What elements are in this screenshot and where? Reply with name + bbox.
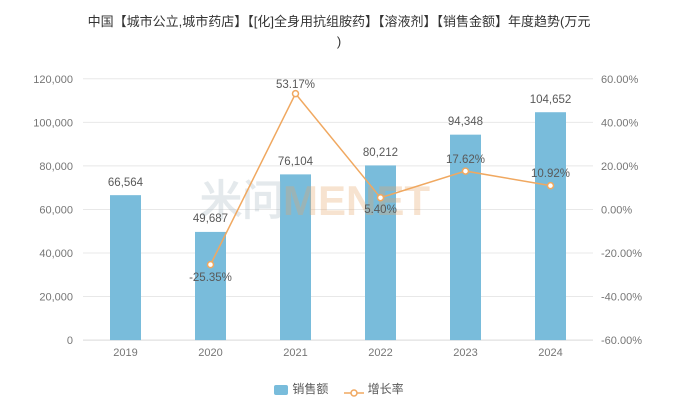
svg-text:2024: 2024 (538, 347, 562, 359)
svg-text:80,212: 80,212 (363, 147, 398, 159)
svg-text:-25.35%: -25.35% (189, 272, 232, 284)
svg-text:2022: 2022 (368, 347, 392, 359)
svg-text:-40.00%: -40.00% (601, 292, 642, 304)
svg-text:10.92%: 10.92% (531, 168, 570, 180)
svg-text:40,000: 40,000 (39, 248, 73, 260)
svg-text:80,000: 80,000 (39, 161, 73, 173)
svg-text:66,564: 66,564 (108, 177, 144, 189)
svg-text:60.00%: 60.00% (601, 74, 639, 86)
svg-text:104,652: 104,652 (530, 94, 572, 106)
svg-text:17.62%: 17.62% (446, 154, 485, 166)
svg-text:20,000: 20,000 (39, 292, 73, 304)
svg-text:2021: 2021 (283, 347, 307, 359)
svg-text:0.00%: 0.00% (601, 204, 632, 216)
svg-text:76,104: 76,104 (278, 156, 314, 168)
svg-text:94,348: 94,348 (448, 116, 483, 128)
svg-text:5.40%: 5.40% (364, 204, 397, 216)
svg-text:MENET: MENET (283, 177, 430, 224)
svg-text:-60.00%: -60.00% (601, 335, 642, 347)
svg-text:49,687: 49,687 (193, 213, 228, 225)
svg-text:2020: 2020 (198, 347, 222, 359)
svg-text:40.00%: 40.00% (601, 117, 639, 129)
svg-text:100,000: 100,000 (33, 117, 73, 129)
svg-text:-20.00%: -20.00% (601, 248, 642, 260)
svg-text:2019: 2019 (113, 347, 137, 359)
svg-text:0: 0 (67, 335, 73, 347)
svg-text:120,000: 120,000 (33, 74, 73, 86)
svg-text:20.00%: 20.00% (601, 161, 639, 173)
svg-text:60,000: 60,000 (39, 204, 73, 216)
svg-text:2023: 2023 (453, 347, 477, 359)
svg-text:53.17%: 53.17% (276, 79, 315, 91)
